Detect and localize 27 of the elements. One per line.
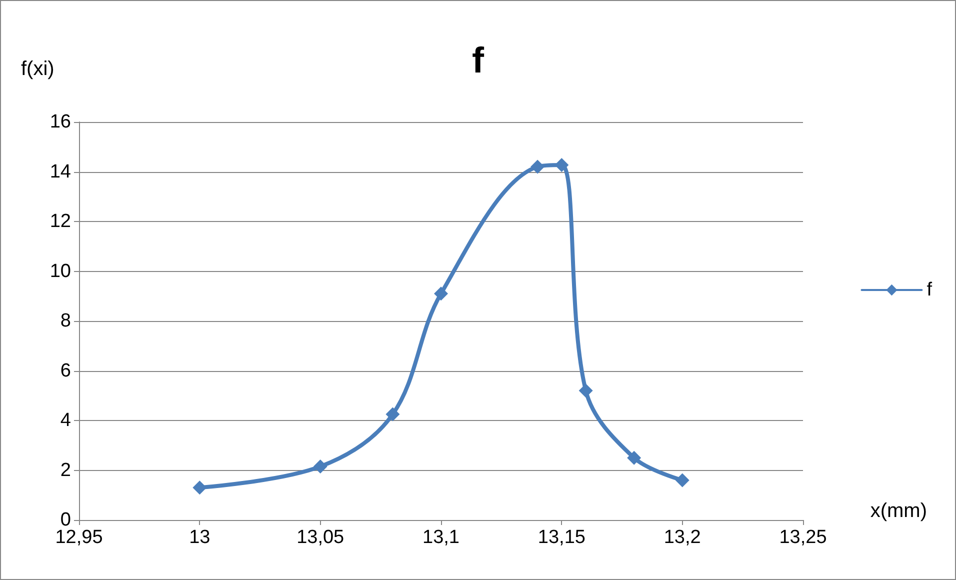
point — [578, 384, 593, 398]
point — [530, 160, 545, 174]
point — [192, 480, 207, 495]
x-axis-title: x(mm) — [870, 500, 927, 522]
y-tick-label: 14 — [50, 161, 72, 182]
point — [386, 407, 400, 422]
point — [313, 460, 328, 474]
y-tick-label: 8 — [60, 310, 71, 332]
point — [675, 473, 690, 488]
x-tick-label: 13 — [189, 527, 210, 548]
x-tick-label: 13,1 — [422, 527, 460, 548]
legend-label: f — [926, 280, 933, 300]
point — [554, 158, 569, 172]
point — [434, 286, 448, 301]
y-tick-label: 16 — [50, 112, 71, 132]
x-tick-label: 13,05 — [296, 527, 344, 548]
y-tick-label: 2 — [60, 460, 71, 481]
point — [627, 450, 642, 465]
y-tick-label: 4 — [60, 410, 72, 431]
x-tick-label: 13,15 — [538, 527, 586, 548]
x-tick-label: 13,2 — [664, 527, 701, 548]
y-tick-label: 12 — [50, 211, 71, 232]
chart-title: f — [472, 40, 485, 80]
y-tick-label: 10 — [50, 260, 71, 282]
x-tick-label: 13,25 — [779, 527, 827, 548]
y-tick-label: 6 — [60, 360, 71, 382]
y-axis-title: f(xi) — [21, 58, 54, 80]
